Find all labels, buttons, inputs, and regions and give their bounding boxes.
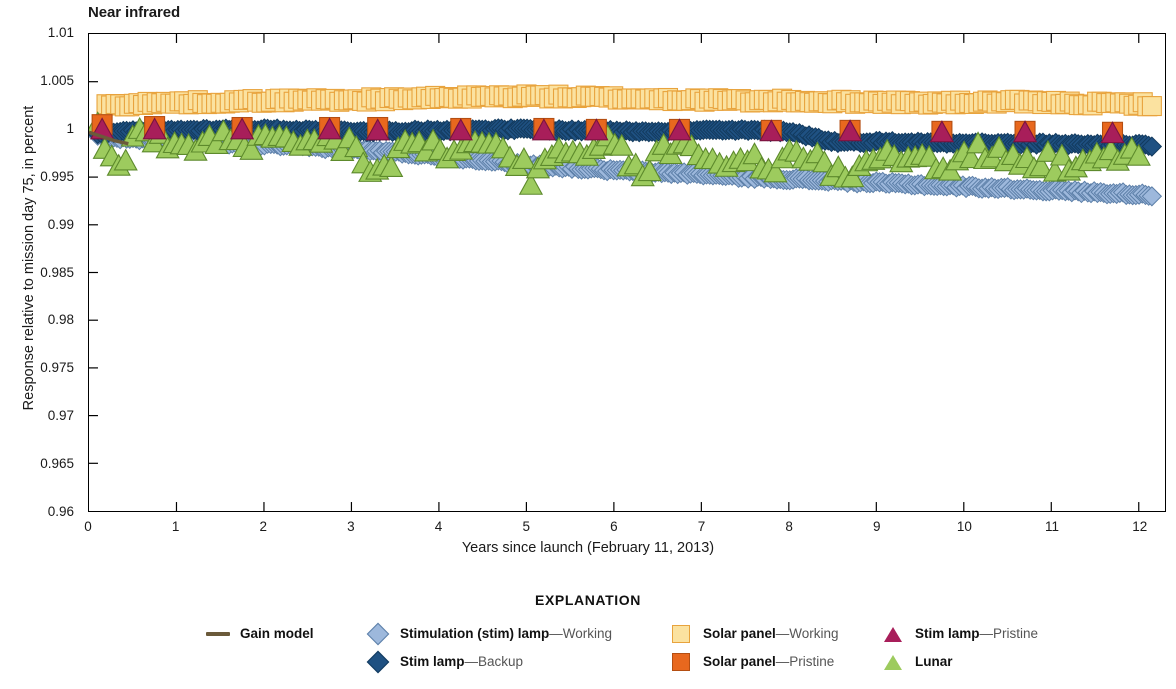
x-axis-label: Years since launch (February 11, 2013) [461, 540, 715, 556]
data-point-triangle [667, 118, 692, 141]
data-point-triangle [584, 118, 609, 141]
data-point-triangle [965, 131, 991, 154]
x-tick-label: 1 [171, 519, 180, 534]
x-tick-label: 7 [697, 519, 706, 534]
y-tick-label: 1.01 [47, 25, 74, 40]
legend-item-label: Solar panel—Pristine [703, 654, 835, 670]
legend-triangle-swatch [880, 624, 906, 644]
data-point-triangle [317, 117, 342, 140]
data-point-triangle [531, 118, 557, 141]
legend-item-label: Lunar [915, 654, 953, 670]
data-point-triangle [1049, 143, 1075, 166]
legend-line-swatch [205, 624, 231, 644]
series-lunar [89, 111, 1151, 195]
data-point-triangle [1100, 121, 1125, 144]
legend-item-label: Gain model [240, 626, 314, 642]
data-point-triangle [759, 119, 784, 142]
y-tick-label: 0.97 [47, 408, 74, 424]
data-point-triangle [609, 133, 634, 156]
legend-marker-shape [366, 622, 390, 646]
legend-item-label: Stimulation (stim) lamp—Working [400, 626, 613, 642]
series-solar-panel-working [96, 84, 1162, 117]
x-tick-label: 2 [259, 519, 268, 534]
plot-area [88, 33, 1166, 512]
data-point-triangle [365, 118, 390, 141]
x-tick-label: 11 [1045, 519, 1060, 534]
legend-marker-shape [366, 650, 390, 674]
y-tick-label: 0.98 [47, 312, 74, 328]
data-point-triangle [840, 165, 865, 188]
data-point-triangle [637, 159, 662, 182]
y-tick-label: 0.96 [47, 504, 74, 519]
legend-square-swatch [668, 652, 694, 672]
data-point-triangle [239, 137, 264, 160]
y-tick-label: 0.995 [40, 168, 74, 184]
y-tick-label: 1.005 [40, 72, 74, 88]
data-point-triangle [1126, 143, 1151, 166]
legend-item[interactable]: Solar panel—Pristine [668, 650, 834, 674]
y-tick-label: 0.985 [40, 264, 74, 280]
data-point-triangle [511, 146, 537, 170]
data-point-triangle [742, 142, 767, 165]
legend-marker-shape [672, 625, 690, 643]
legend-item-label: Stim lamp—Pristine [915, 626, 1039, 642]
data-point-triangle [344, 135, 369, 158]
legend-item[interactable]: Stim lamp—Backup [365, 650, 523, 674]
legend-item[interactable]: Solar panel—Working [668, 622, 839, 646]
x-tick-label: 10 [956, 519, 972, 534]
legend-item-label: Solar panel—Working [703, 626, 839, 642]
data-point-triangle [1028, 154, 1054, 177]
legend-triangle-swatch [880, 652, 906, 672]
legend-item[interactable]: Gain model [205, 622, 314, 646]
x-tick-label: 8 [785, 519, 793, 534]
legend-item[interactable]: Lunar [880, 650, 953, 674]
legend-title: EXPLANATION [535, 592, 641, 608]
legend-marker-shape [206, 632, 230, 636]
legend: Gain model Stimulation (stim) lamp—Workin… [0, 622, 1176, 682]
legend-diamond-swatch [365, 650, 391, 674]
series-stim-lamp-pristine [89, 117, 1125, 144]
data-point-triangle [518, 172, 544, 195]
data-point-triangle [1012, 120, 1038, 143]
page-title: Near infrared [88, 4, 181, 21]
legend-diamond-swatch [365, 622, 391, 646]
x-tick-label: 0 [84, 519, 92, 534]
data-point-triangle [929, 120, 955, 143]
data-point-triangle [379, 154, 404, 177]
data-point-diamond [1141, 186, 1163, 207]
legend-marker-shape [884, 626, 902, 642]
x-tick-label: 6 [610, 519, 618, 534]
data-point-diamond [1141, 136, 1163, 157]
y-tick-label: 1 [66, 120, 74, 136]
legend-item[interactable]: Stim lamp—Pristine [880, 622, 1038, 646]
legend-marker-shape [884, 654, 902, 670]
data-point-triangle [837, 119, 863, 142]
series-gain-model [89, 130, 129, 146]
x-tick-label: 5 [522, 519, 530, 534]
data-point-triangle [763, 160, 788, 183]
legend-item[interactable]: Stimulation (stim) lamp—Working [365, 622, 612, 646]
x-tick-label: 12 [1132, 519, 1148, 534]
data-point-triangle [1035, 139, 1061, 162]
data-point-triangle [113, 148, 138, 171]
y-tick-label: 0.99 [47, 216, 74, 232]
data-point-triangle [448, 118, 473, 141]
plot-canvas [89, 34, 1163, 511]
legend-square-swatch [668, 624, 694, 644]
data-point-triangle [229, 117, 255, 140]
data-point-square [1141, 96, 1162, 117]
y-axis-label: Response relative to mission day 75, in … [21, 105, 37, 411]
y-tick-label: 0.975 [40, 360, 74, 376]
x-tick-label: 9 [873, 519, 881, 534]
legend-item-label: Stim lamp—Backup [400, 654, 524, 670]
x-tick-label: 3 [347, 519, 355, 534]
y-tick-label: 0.965 [40, 456, 74, 472]
legend-marker-shape [672, 653, 690, 671]
data-point-triangle [142, 117, 167, 140]
x-tick-label: 4 [434, 519, 443, 534]
